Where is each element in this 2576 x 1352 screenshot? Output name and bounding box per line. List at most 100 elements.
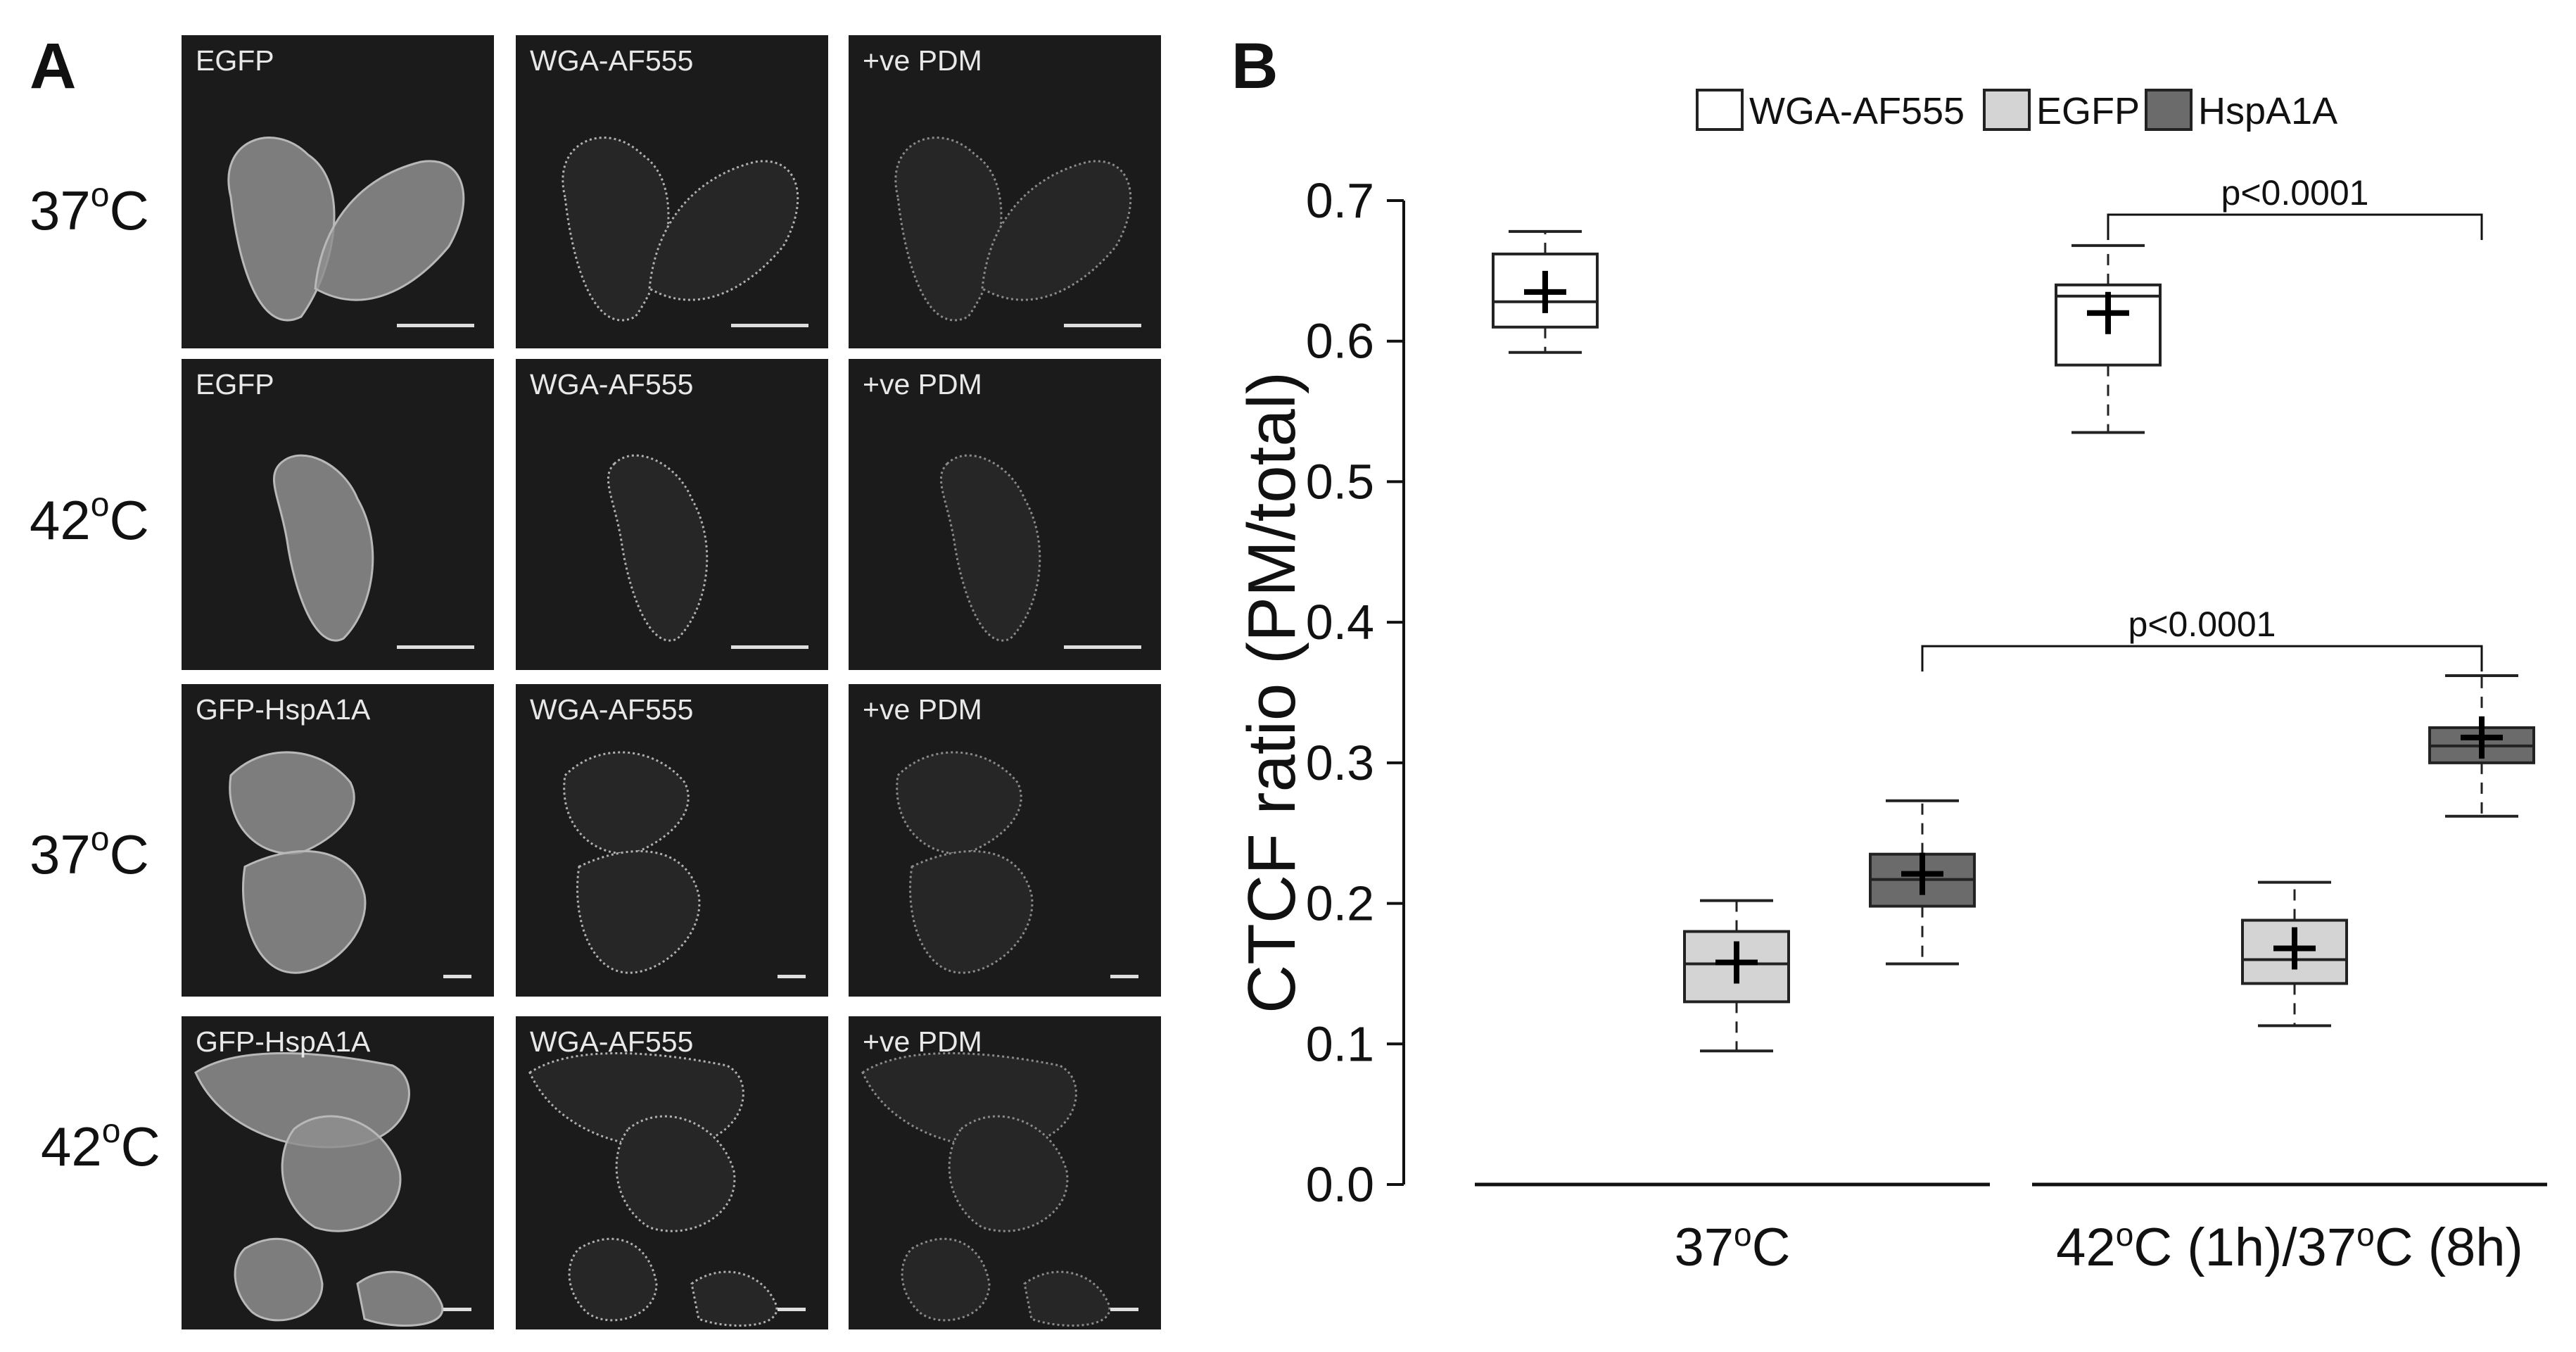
scale-bar <box>778 1308 806 1311</box>
y-tick-label: 0.3 <box>1306 735 1374 790</box>
tile-caption: +ve PDM <box>863 368 982 400</box>
cell-outline <box>272 454 374 642</box>
micrograph-tile: +ve PDM <box>849 1016 1161 1329</box>
tile-caption: WGA-AF555 <box>530 44 694 77</box>
tile-caption: +ve PDM <box>863 44 982 77</box>
legend-label: WGA-AF555 <box>1749 90 1965 132</box>
scale-bar <box>443 975 471 978</box>
cell-outline <box>356 1270 444 1327</box>
cell-outline <box>229 751 355 855</box>
tile-caption: WGA-AF555 <box>530 368 694 400</box>
cell-outline <box>234 1237 324 1322</box>
tile-caption: WGA-AF555 <box>530 693 694 726</box>
micrograph-tile: WGA-AF555 <box>516 684 828 997</box>
scale-bar <box>778 975 806 978</box>
micrograph-tile: +ve PDM <box>849 359 1161 670</box>
cell-outline <box>894 137 1003 322</box>
y-tick-label: 0.5 <box>1306 454 1374 509</box>
cell-image <box>194 1052 444 1327</box>
row-label-degree: o <box>101 1113 121 1150</box>
row-label-value: 37 <box>30 179 91 241</box>
micrograph-tile: EGFP <box>182 359 494 670</box>
x-group-label-unit: C (8h) <box>2375 1218 2523 1277</box>
cell-image <box>896 751 1034 974</box>
tile-caption: GFP-HspA1A <box>196 1025 371 1058</box>
row-label-unit: C <box>109 179 149 241</box>
cell-outline <box>981 160 1132 301</box>
legend-swatch <box>2145 89 2193 131</box>
row-label-degree: o <box>90 486 110 524</box>
cell-image <box>861 1052 1111 1327</box>
row-label-temperature: 42oC <box>41 1115 160 1177</box>
tile-caption: GFP-HspA1A <box>196 693 371 726</box>
row-label-value: 42 <box>41 1116 102 1177</box>
row-label-unit: C <box>120 1116 160 1177</box>
tile-caption: EGFP <box>196 44 274 77</box>
cell-image <box>227 137 465 322</box>
cell-image <box>528 1052 778 1327</box>
cell-image <box>561 137 799 322</box>
y-tick-label: 0.6 <box>1306 314 1374 369</box>
tile-caption: WGA-AF555 <box>530 1025 694 1058</box>
y-tick-label: 0.0 <box>1306 1157 1374 1212</box>
micrograph-tile: EGFP <box>182 35 494 348</box>
cell-outline <box>576 849 701 974</box>
significance-bracket-top <box>2107 213 2483 240</box>
cell-outline <box>1023 1270 1111 1327</box>
panel-a-letter: A <box>30 30 77 102</box>
scale-bar <box>397 645 474 649</box>
cell-outline <box>563 751 690 855</box>
x-group-label-degree: o <box>1734 1216 1752 1253</box>
cell-image <box>607 454 709 642</box>
cell-outline <box>561 137 670 322</box>
micrograph-tile: GFP-HspA1A <box>182 1016 494 1329</box>
x-group-label-degree: o <box>2356 1216 2375 1253</box>
p-value-label: p<0.0001 <box>2221 173 2369 213</box>
significance-bracket-bottom <box>1921 645 2483 672</box>
scale-bar <box>1064 324 1141 327</box>
cell-outline <box>896 751 1022 855</box>
cell-outline <box>314 160 465 301</box>
tile-caption: +ve PDM <box>863 693 982 726</box>
y-tick-label: 0.1 <box>1306 1016 1374 1071</box>
x-group-label-number: 42 <box>2056 1218 2116 1277</box>
scale-bar <box>1110 1308 1138 1311</box>
cell-outline <box>901 1237 991 1322</box>
micrograph-tile: GFP-HspA1A <box>182 684 494 997</box>
cell-outline <box>909 849 1034 974</box>
x-group-label: 42oC (1h)/37oC (8h) <box>2056 1216 2523 1277</box>
tile-caption: +ve PDM <box>863 1025 982 1058</box>
cell-outline <box>281 1115 402 1232</box>
legend-label: HspA1A <box>2198 90 2337 132</box>
y-tick-label: 0.2 <box>1306 876 1374 931</box>
cell-image <box>939 454 1041 642</box>
panel-b-letter: B <box>1231 30 1279 102</box>
cell-outline <box>607 454 709 642</box>
x-group-label-number: 37 <box>1674 1218 1734 1277</box>
cell-outline <box>939 454 1041 642</box>
scale-bar <box>443 1308 471 1311</box>
row-label-temperature: 37oC <box>30 179 149 239</box>
row-label-value: 42 <box>30 489 91 551</box>
cell-outline <box>648 160 799 301</box>
row-label-value: 37 <box>30 823 91 885</box>
micrograph-tile: WGA-AF555 <box>516 35 828 348</box>
cell-outline <box>948 1115 1069 1232</box>
micrograph-tile: WGA-AF555 <box>516 1016 828 1329</box>
tile-caption: EGFP <box>196 368 274 400</box>
cell-outline <box>615 1115 736 1232</box>
cell-outline <box>690 1270 778 1327</box>
x-group-label-unit: C (1h)/37 <box>2133 1218 2356 1277</box>
cell-outline <box>227 137 336 322</box>
cell-image <box>894 137 1132 322</box>
legend-swatch <box>1696 89 1744 131</box>
row-label-temperature: 37oC <box>30 823 149 883</box>
legend-swatch <box>1983 89 2031 131</box>
micrograph-tile: +ve PDM <box>849 35 1161 348</box>
cell-outline <box>568 1237 658 1322</box>
micrograph-tile: WGA-AF555 <box>516 359 828 670</box>
legend-label: EGFP <box>2036 90 2140 132</box>
cell-outline <box>242 849 367 974</box>
scale-bar <box>731 324 808 327</box>
scale-bar <box>1064 645 1141 649</box>
